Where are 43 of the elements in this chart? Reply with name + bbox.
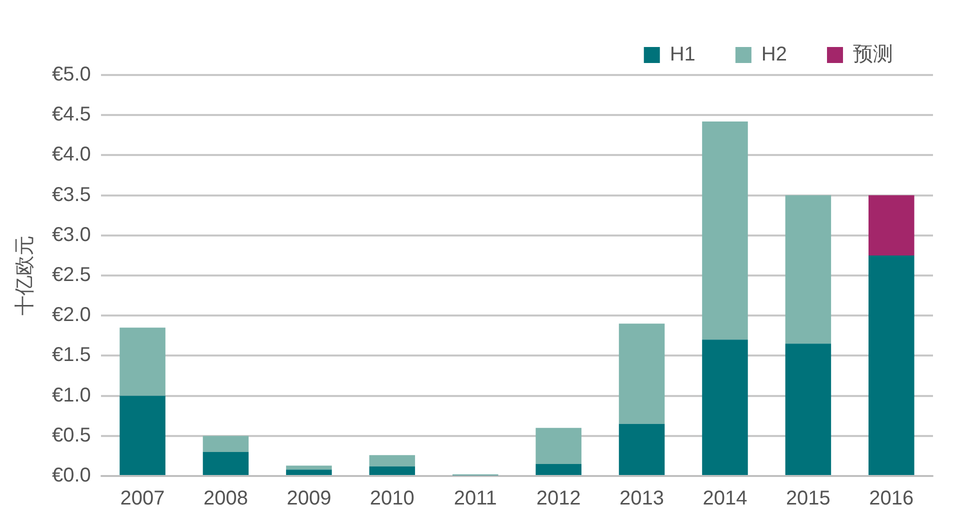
bar [785,344,832,475]
bar [286,466,332,470]
x-tick-label: 2016 [869,488,914,510]
bar [286,470,332,475]
bar [536,428,582,464]
bar [202,452,249,475]
y-tick-label: €3.5 [52,184,91,206]
y-axis-title: 十亿欧元 [12,236,36,316]
y-tick-label: €4.5 [52,104,91,126]
bar [785,195,832,344]
y-tick-label: €1.5 [52,344,91,366]
bar [702,340,748,475]
legend-label: H1 [670,44,696,66]
y-tick-label: €0.0 [52,464,91,487]
legend-label: H2 [761,44,788,66]
x-tick-label: 2014 [702,488,748,510]
bar [369,455,416,466]
legend-label: 预测 [853,44,893,66]
y-tick-label: €5.0 [52,64,91,86]
bar [369,466,416,475]
x-tick-label: 2010 [370,488,414,510]
y-tick-label: €3.0 [52,224,91,246]
bar [618,424,665,475]
y-tick-label: €1.0 [52,384,91,406]
x-tick-label: 2015 [786,488,830,510]
x-tick-label: 2007 [120,488,165,510]
bar [120,328,166,396]
bar [618,324,665,424]
bar [120,396,166,475]
y-tick-label: €2.5 [52,264,91,286]
bar [202,436,249,452]
x-tick-label: 2013 [620,488,664,510]
bar [702,122,748,340]
bar [868,255,914,475]
bar [868,195,914,256]
bar [536,464,582,475]
x-tick-label: 2012 [536,488,581,510]
y-tick-label: €0.5 [52,424,91,446]
x-tick-label: 2008 [203,488,248,510]
y-tick-label: €2.0 [52,304,91,326]
y-tick-label: €4.0 [52,144,91,166]
x-tick-label: 2009 [286,488,332,510]
x-tick-label: 2011 [454,488,497,510]
